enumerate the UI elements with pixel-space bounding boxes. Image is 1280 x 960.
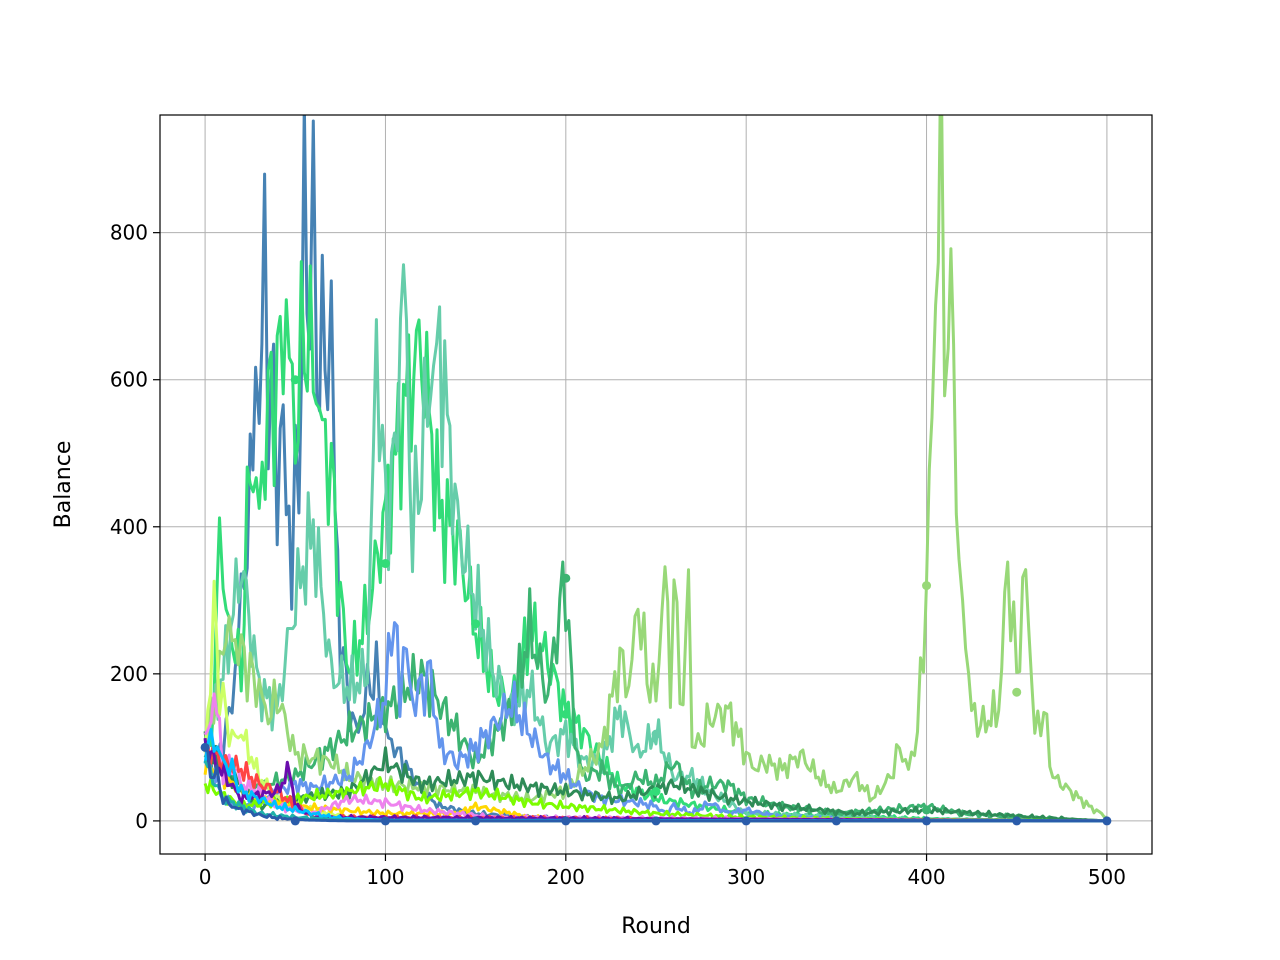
series-marker xyxy=(922,805,932,815)
x-tick-label: 200 xyxy=(547,865,585,889)
series-marker xyxy=(380,559,390,569)
y-tick-label: 200 xyxy=(110,662,148,686)
series-marker xyxy=(922,816,932,826)
series-marker xyxy=(471,816,481,826)
series-marker xyxy=(922,581,932,591)
x-axis-label: Round xyxy=(621,914,691,939)
series-marker xyxy=(651,729,661,739)
series-line xyxy=(203,115,1107,819)
series-marker xyxy=(1012,687,1022,697)
series-marker xyxy=(741,816,751,826)
y-tick-label: 0 xyxy=(135,809,148,833)
x-tick-label: 300 xyxy=(727,865,765,889)
series-marker xyxy=(561,573,571,583)
series-line xyxy=(203,731,1107,823)
x-tick-label: 400 xyxy=(907,865,945,889)
series-marker xyxy=(1102,816,1112,826)
series-layer xyxy=(200,115,1112,826)
plot-frame xyxy=(159,114,1153,855)
series-marker xyxy=(561,709,571,719)
series-marker xyxy=(471,619,481,629)
y-axis-label: Balance xyxy=(51,441,76,529)
series-marker xyxy=(651,786,661,796)
series-marker xyxy=(651,816,661,826)
series-marker xyxy=(290,816,300,826)
x-tick-label: 500 xyxy=(1088,865,1126,889)
x-tick-label: 0 xyxy=(199,865,212,889)
series-marker xyxy=(1012,816,1022,826)
y-tick-label: 600 xyxy=(110,368,148,392)
series-marker xyxy=(290,375,300,385)
y-tick-label: 400 xyxy=(110,515,148,539)
series-marker xyxy=(200,742,210,752)
x-tick-label: 100 xyxy=(366,865,404,889)
series-marker xyxy=(831,816,841,826)
series-marker xyxy=(380,816,390,826)
y-tick-label: 800 xyxy=(110,221,148,245)
ticks: 0 100 200 300 400 500 0 200 400 600 800 xyxy=(110,221,1126,889)
series-marker xyxy=(561,816,571,826)
